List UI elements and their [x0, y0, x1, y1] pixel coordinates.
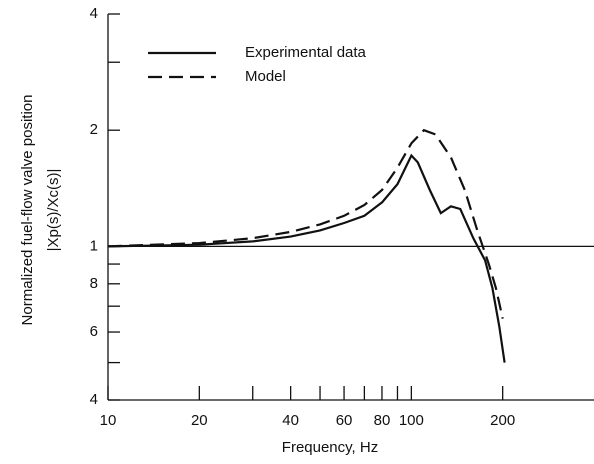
legend-label: Model — [245, 68, 286, 85]
y-axis-label: |Xp(s)/Xc(s)| — [45, 169, 62, 252]
series-line — [107, 128, 504, 319]
x-tick-label: 10 — [100, 412, 117, 429]
x-tick-label: 40 — [282, 412, 299, 429]
y-tick-label: 4 — [90, 391, 98, 408]
legend-label: Experimental data — [245, 44, 367, 61]
x-tick-label: 80 — [374, 412, 391, 429]
y-tick-label: 2 — [90, 121, 98, 138]
x-tick-label: 20 — [191, 412, 208, 429]
y-tick-label: 6 — [90, 323, 98, 340]
y-axis-label: Normalized fuel-flow valve position — [19, 95, 36, 326]
x-tick-label: 60 — [336, 412, 353, 429]
x-tick-label: 100 — [399, 412, 424, 429]
x-tick-label: 200 — [490, 412, 515, 429]
series-line — [107, 153, 506, 363]
y-tick-label: 8 — [90, 275, 98, 292]
y-tick-label: 1 — [90, 237, 98, 254]
y-tick-label: 4 — [90, 5, 98, 22]
x-axis-label: Frequency, Hz — [282, 439, 378, 456]
